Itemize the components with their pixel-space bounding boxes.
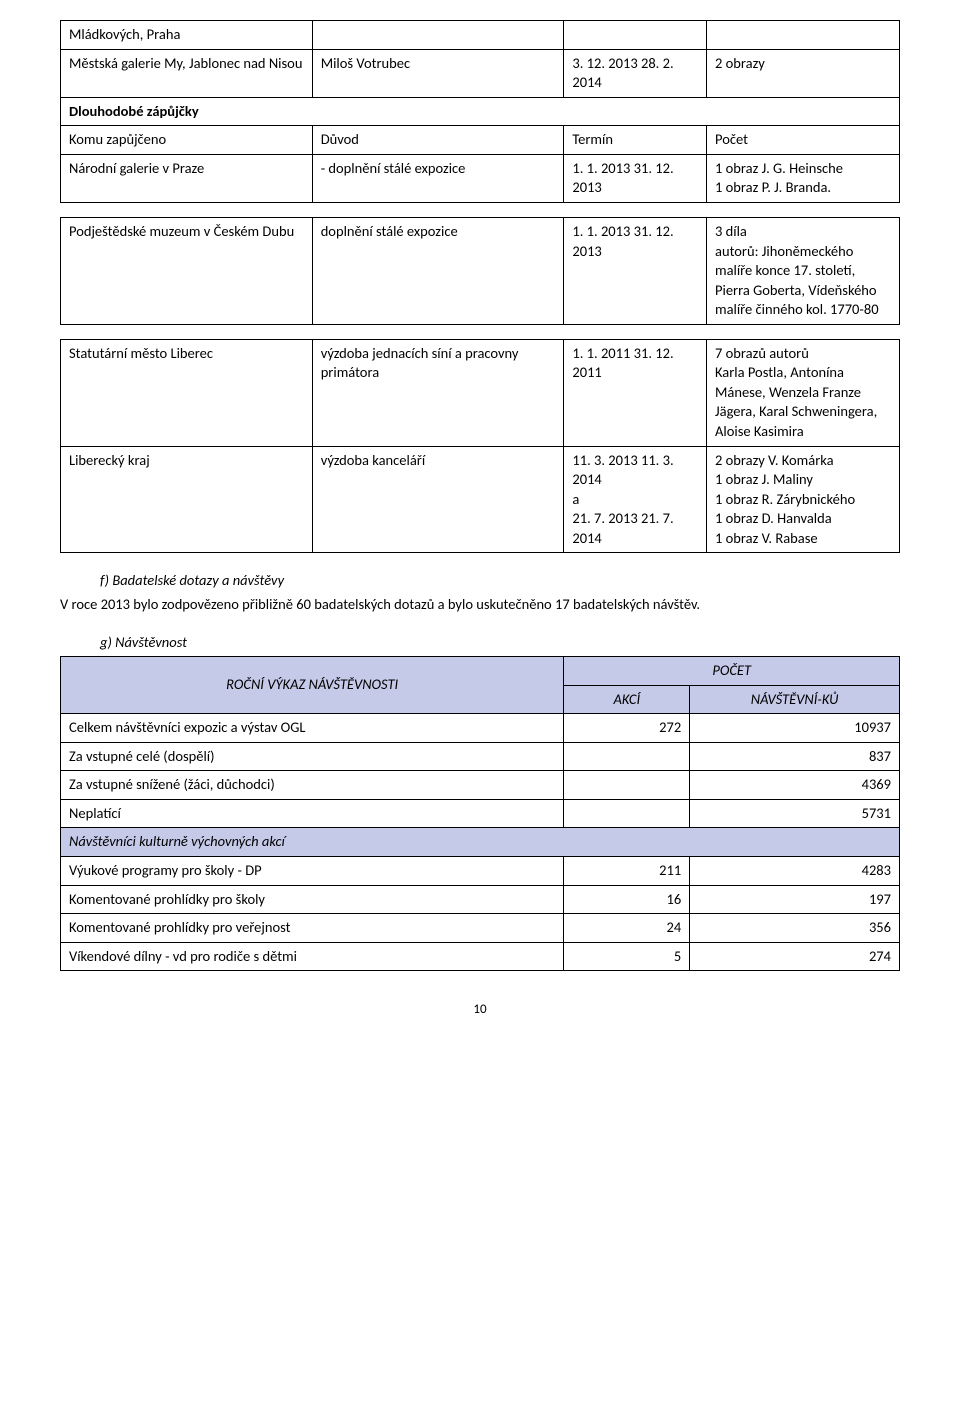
table-row: Celkem návštěvníci expozic a výstav OGL … [61,714,900,743]
cell: - doplnění stálé expozice [312,154,564,202]
section-f-text: V roce 2013 bylo zodpovězeno přibližně 6… [60,595,900,615]
cell: 24 [564,914,690,943]
section-g-title: g) Návštěvnost [100,633,900,653]
cell: 1 obraz J. G. Heinsche 1 obraz P. J. Bra… [707,154,900,202]
cell: Komentované prohlídky pro školy [61,885,564,914]
hdr-akci: AKCÍ [564,685,690,714]
hdr-count: POČET [564,657,900,686]
cell: 16 [564,885,690,914]
cell: Dlouhodobé zápůjčky [61,97,900,126]
table-header-row: ROČNÍ VÝKAZ NÁVŠTĚVNOSTI POČET [61,657,900,686]
cell: 274 [690,942,900,971]
cell [564,771,690,800]
cell: 3. 12. 2013 28. 2. 2014 [564,49,707,97]
cell: Návštěvníci kulturně výchovných akcí [61,828,900,857]
cell: Národní galerie v Praze [61,154,313,202]
table-row: Mládkových, Praha [61,21,900,50]
table-header-row: Komu zapůjčeno Důvod Termín Počet [61,126,900,155]
table-row: Za vstupné snížené (žáci, důchodci) 4369 [61,771,900,800]
cell: Výukové programy pro školy - DP [61,857,564,886]
cell: Miloš Votrubec [312,49,564,97]
cell: 1. 1. 2013 31. 12. 2013 [564,154,707,202]
cell: 197 [690,885,900,914]
cell [312,21,564,50]
cell: Liberecký kraj [61,446,313,553]
cell: Komu zapůjčeno [61,126,313,155]
cell: 2 obrazy [707,49,900,97]
cell [707,21,900,50]
cell: 837 [690,742,900,771]
hdr-nav: NÁVŠTĚVNÍ-KŮ [690,685,900,714]
cell: Za vstupné celé (dospělí) [61,742,564,771]
cell: Podještědské muzeum v Českém Dubu [61,217,313,324]
cell: Důvod [312,126,564,155]
table-row: Komentované prohlídky pro školy 16 197 [61,885,900,914]
cell: 4369 [690,771,900,800]
cell: 211 [564,857,690,886]
cell: Statutární město Liberec [61,339,313,446]
table-row: Neplatící 5731 [61,799,900,828]
table-row: Liberecký kraj výzdoba kanceláří 11. 3. … [61,446,900,553]
table-row: Statutární město Liberec výzdoba jednací… [61,339,900,446]
cell: Celkem návštěvníci expozic a výstav OGL [61,714,564,743]
cell [564,799,690,828]
cell [564,21,707,50]
cell: Městská galerie My, Jablonec nad Nisou [61,49,313,97]
loans-table-2: Podještědské muzeum v Českém Dubu doplně… [60,217,900,325]
cell: Mládkových, Praha [61,21,313,50]
cell: Neplatící [61,799,564,828]
cell: Komentované prohlídky pro veřejnost [61,914,564,943]
cell: 7 obrazů autorů Karla Postla, Antonína M… [707,339,900,446]
attendance-table: ROČNÍ VÝKAZ NÁVŠTĚVNOSTI POČET AKCÍ NÁVŠ… [60,656,900,971]
table-row: Výukové programy pro školy - DP 211 4283 [61,857,900,886]
cell: 1. 1. 2011 31. 12. 2011 [564,339,707,446]
cell: Víkendové dílny - vd pro rodiče s dětmi [61,942,564,971]
table-row: Komentované prohlídky pro veřejnost 24 3… [61,914,900,943]
table-section-header: Dlouhodobé zápůjčky [61,97,900,126]
cell: 2 obrazy V. Komárka 1 obraz J. Maliny 1 … [707,446,900,553]
cell: Za vstupné snížené (žáci, důchodci) [61,771,564,800]
cell: 5731 [690,799,900,828]
table-row: Městská galerie My, Jablonec nad Nisou M… [61,49,900,97]
cell: 11. 3. 2013 11. 3. 2014 a 21. 7. 2013 21… [564,446,707,553]
table-row: Podještědské muzeum v Českém Dubu doplně… [61,217,900,324]
cell: 10937 [690,714,900,743]
table-row: Za vstupné celé (dospělí) 837 [61,742,900,771]
cell [564,742,690,771]
cell: doplnění stálé expozice [312,217,564,324]
cell: výzdoba jednacích síní a pracovny primát… [312,339,564,446]
cell: Počet [707,126,900,155]
page-number: 10 [60,1001,900,1019]
cell: 356 [690,914,900,943]
cell: 1. 1. 2013 31. 12. 2013 [564,217,707,324]
loans-table-3: Statutární město Liberec výzdoba jednací… [60,339,900,554]
cell: výzdoba kanceláří [312,446,564,553]
table-subheader: Návštěvníci kulturně výchovných akcí [61,828,900,857]
table-row: Víkendové dílny - vd pro rodiče s dětmi … [61,942,900,971]
cell: 3 díla autorů: Jihoněmeckého malíře konc… [707,217,900,324]
section-f-title: f) Badatelské dotazy a návštěvy [100,571,900,591]
table-row: Národní galerie v Praze - doplnění stálé… [61,154,900,202]
cell: 5 [564,942,690,971]
hdr-main: ROČNÍ VÝKAZ NÁVŠTĚVNOSTI [61,657,564,714]
cell: 272 [564,714,690,743]
cell: Termín [564,126,707,155]
cell: 4283 [690,857,900,886]
loans-table: Mládkových, Praha Městská galerie My, Ja… [60,20,900,203]
